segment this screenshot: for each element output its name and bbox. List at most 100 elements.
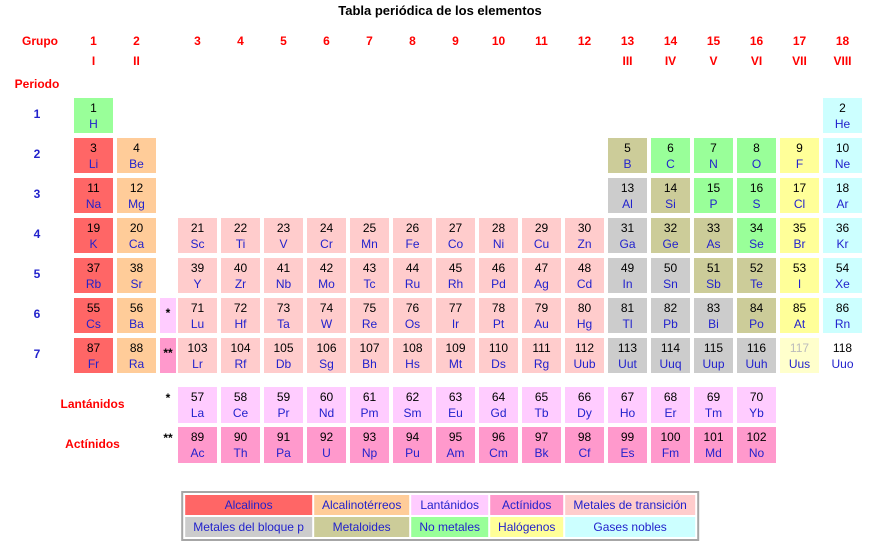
element-Gd[interactable]: 64 Gd: [479, 387, 518, 423]
element-Bi[interactable]: 83 Bi: [694, 298, 733, 333]
element-Yb[interactable]: 70 Yb: [737, 387, 776, 423]
element-In[interactable]: 49 In: [608, 258, 647, 293]
element-Mt[interactable]: 109 Mt: [436, 338, 475, 373]
element-K[interactable]: 19 K: [74, 218, 113, 253]
element-Nb[interactable]: 41 Nb: [264, 258, 303, 293]
element-Br[interactable]: 35 Br: [780, 218, 819, 253]
element-Ce[interactable]: 58 Ce: [221, 387, 260, 423]
element-Md[interactable]: 101 Md: [694, 427, 733, 463]
element-Hs[interactable]: 108 Hs: [393, 338, 432, 373]
element-Mg[interactable]: 12 Mg: [117, 178, 156, 213]
element-Uut[interactable]: 113 Uut: [608, 338, 647, 373]
element-Xe[interactable]: 54 Xe: [823, 258, 862, 293]
element-U[interactable]: 92 U: [307, 427, 346, 463]
element-Zr[interactable]: 40 Zr: [221, 258, 260, 293]
element-Er[interactable]: 68 Er: [651, 387, 690, 423]
element-W[interactable]: 74 W: [307, 298, 346, 333]
element-Ca[interactable]: 20 Ca: [117, 218, 156, 253]
element-Uus[interactable]: 117 Uus: [780, 338, 819, 373]
element-Fe[interactable]: 26 Fe: [393, 218, 432, 253]
element-Ne[interactable]: 10 Ne: [823, 138, 862, 173]
element-Rf[interactable]: 104 Rf: [221, 338, 260, 373]
element-Rb[interactable]: 37 Rb: [74, 258, 113, 293]
element-Cd[interactable]: 48 Cd: [565, 258, 604, 293]
element-Pd[interactable]: 46 Pd: [479, 258, 518, 293]
element-Tb[interactable]: 65 Tb: [522, 387, 561, 423]
element-Ds[interactable]: 110 Ds: [479, 338, 518, 373]
element-Uuq[interactable]: 114 Uuq: [651, 338, 690, 373]
element-Y[interactable]: 39 Y: [178, 258, 217, 293]
element-Ga[interactable]: 31 Ga: [608, 218, 647, 253]
element-Dy[interactable]: 66 Dy: [565, 387, 604, 423]
element-Kr[interactable]: 36 Kr: [823, 218, 862, 253]
element-Sm[interactable]: 62 Sm: [393, 387, 432, 423]
element-Uup[interactable]: 115 Uup: [694, 338, 733, 373]
element-Cm[interactable]: 96 Cm: [479, 427, 518, 463]
element-Sn[interactable]: 50 Sn: [651, 258, 690, 293]
element-Na[interactable]: 11 Na: [74, 178, 113, 213]
element-P[interactable]: 15 P: [694, 178, 733, 213]
element-Pb[interactable]: 82 Pb: [651, 298, 690, 333]
element-Tc[interactable]: 43 Tc: [350, 258, 389, 293]
element-As[interactable]: 33 As: [694, 218, 733, 253]
element-V[interactable]: 23 V: [264, 218, 303, 253]
element-Ba[interactable]: 56 Ba: [117, 298, 156, 333]
element-Uub[interactable]: 112 Uub: [565, 338, 604, 373]
element-Au[interactable]: 79 Au: [522, 298, 561, 333]
element-Eu[interactable]: 63 Eu: [436, 387, 475, 423]
element-La[interactable]: 57 La: [178, 387, 217, 423]
element-Rg[interactable]: 111 Rg: [522, 338, 561, 373]
element-At[interactable]: 85 At: [780, 298, 819, 333]
element-Np[interactable]: 93 Np: [350, 427, 389, 463]
element-Tl[interactable]: 81 Tl: [608, 298, 647, 333]
element-Pa[interactable]: 91 Pa: [264, 427, 303, 463]
element-Rn[interactable]: 86 Rn: [823, 298, 862, 333]
element-Pr[interactable]: 59 Pr: [264, 387, 303, 423]
element-Po[interactable]: 84 Po: [737, 298, 776, 333]
element-Bk[interactable]: 97 Bk: [522, 427, 561, 463]
element-Cu[interactable]: 29 Cu: [522, 218, 561, 253]
element-Fr[interactable]: 87 Fr: [74, 338, 113, 373]
element-Be[interactable]: 4 Be: [117, 138, 156, 173]
element-Tm[interactable]: 69 Tm: [694, 387, 733, 423]
element-Ru[interactable]: 44 Ru: [393, 258, 432, 293]
element-Co[interactable]: 27 Co: [436, 218, 475, 253]
element-Sr[interactable]: 38 Sr: [117, 258, 156, 293]
element-Bh[interactable]: 107 Bh: [350, 338, 389, 373]
element-Zn[interactable]: 30 Zn: [565, 218, 604, 253]
element-Am[interactable]: 95 Am: [436, 427, 475, 463]
element-Sg[interactable]: 106 Sg: [307, 338, 346, 373]
element-Es[interactable]: 99 Es: [608, 427, 647, 463]
element-Ni[interactable]: 28 Ni: [479, 218, 518, 253]
element-Pu[interactable]: 94 Pu: [393, 427, 432, 463]
element-Ar[interactable]: 18 Ar: [823, 178, 862, 213]
element-Ra[interactable]: 88 Ra: [117, 338, 156, 373]
element-Se[interactable]: 34 Se: [737, 218, 776, 253]
element-Mn[interactable]: 25 Mn: [350, 218, 389, 253]
element-Uuo[interactable]: 118 Uuo: [823, 338, 862, 373]
element-Db[interactable]: 105 Db: [264, 338, 303, 373]
element-Ag[interactable]: 47 Ag: [522, 258, 561, 293]
element-No[interactable]: 102 No: [737, 427, 776, 463]
element-Pt[interactable]: 78 Pt: [479, 298, 518, 333]
element-Hg[interactable]: 80 Hg: [565, 298, 604, 333]
element-Th[interactable]: 90 Th: [221, 427, 260, 463]
element-S[interactable]: 16 S: [737, 178, 776, 213]
element-Ge[interactable]: 32 Ge: [651, 218, 690, 253]
element-Cl[interactable]: 17 Cl: [780, 178, 819, 213]
element-Os[interactable]: 76 Os: [393, 298, 432, 333]
element-Ho[interactable]: 67 Ho: [608, 387, 647, 423]
element-Li[interactable]: 3 Li: [74, 138, 113, 173]
element-Nd[interactable]: 60 Nd: [307, 387, 346, 423]
element-Cr[interactable]: 24 Cr: [307, 218, 346, 253]
element-Te[interactable]: 52 Te: [737, 258, 776, 293]
element-He[interactable]: 2 He: [823, 98, 862, 133]
element-Sc[interactable]: 21 Sc: [178, 218, 217, 253]
element-Sb[interactable]: 51 Sb: [694, 258, 733, 293]
element-Hf[interactable]: 72 Hf: [221, 298, 260, 333]
